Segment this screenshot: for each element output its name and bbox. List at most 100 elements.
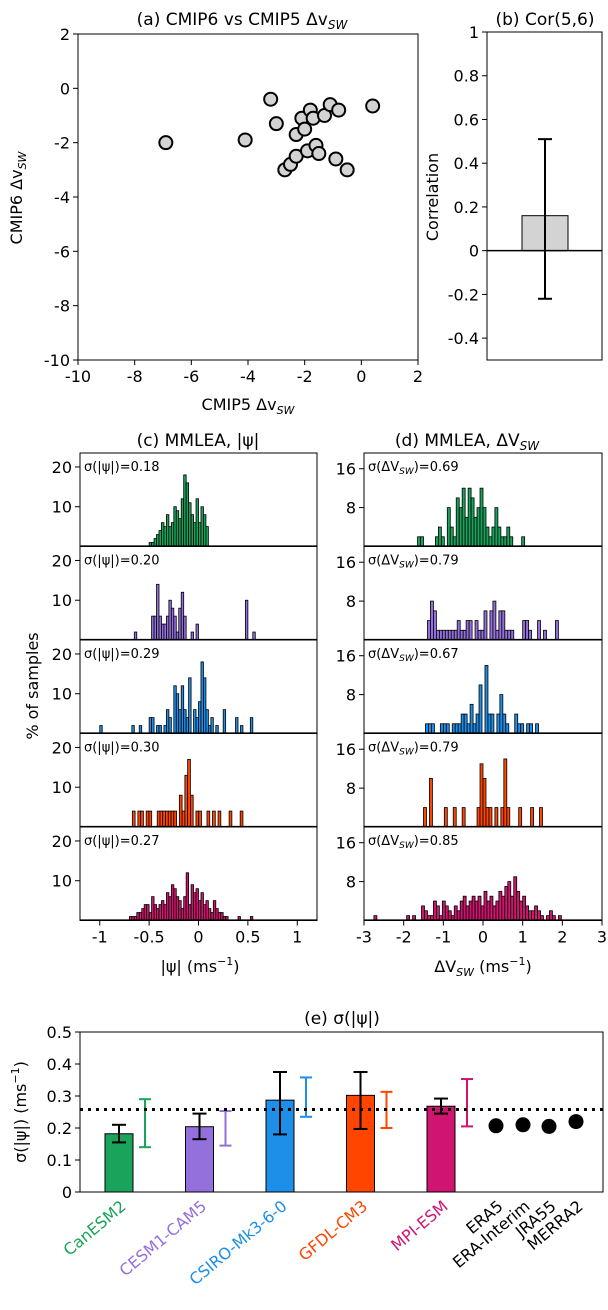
y-tick-label: -8 [54,297,70,316]
histogram-bar [510,629,515,641]
panel-a-xlabel: CMIP5 ΔvSW [202,395,296,417]
y-tick-label: 8 [346,592,356,611]
histogram-bar [484,665,489,734]
histogram-bar [434,536,439,547]
reanalysis-point [541,1118,557,1134]
histogram-bar [137,810,142,828]
histogram-bar [439,723,444,734]
y-tick-label: 8 [346,686,356,705]
histogram-bar [482,777,487,828]
histogram-bar [133,631,138,641]
histogram-bar [522,620,527,641]
histogram-bar [435,629,440,641]
x-tick-label: -4 [240,367,256,386]
histogram-stat-label: σ(|ψ|)=0.18 [84,460,160,475]
histogram-stat-label: σ(ΔVSW)=0.79 [368,741,459,758]
histogram-bar [498,610,503,641]
histogram-bar [425,723,429,734]
histogram-bar [492,600,497,641]
histogram-bar [252,631,256,641]
histogram-bar [474,900,479,921]
histogram-bar [441,629,446,641]
x-tick-label: 0.5 [235,928,260,947]
histogram-bar [509,536,514,547]
histogram-bar [187,758,191,828]
y-tick-label: 0.3 [47,1087,72,1106]
histogram-bar [474,620,479,641]
scatter-point [237,132,253,148]
histogram-bar [500,807,505,828]
histogram-bar [463,713,468,734]
histogram-bar [451,723,456,734]
histogram-bar [476,807,481,828]
histogram-bar [464,516,469,547]
histogram-bar [490,713,495,734]
histogram-bar [444,629,449,641]
scatter-point [263,91,279,107]
reanalysis-point [515,1117,531,1133]
histogram-bar [489,610,494,641]
panel-a-ylabel: CMIP6 ΔvSW [7,150,29,244]
y-tick-label: 0 [469,242,479,261]
histogram-bar [501,610,506,641]
scatter-point [365,98,381,114]
scatter-point [297,121,313,137]
model-label: MPI-ESM [387,1197,451,1255]
histogram-bar [438,629,443,641]
histogram-bar [522,895,527,921]
y-tick-label: 20 [52,458,72,477]
histogram-bar [435,905,440,921]
histogram-bar [447,910,452,921]
panel-a-scatter: (a) CMIP6 vs CMIP5 ΔvSW CMIP5 ΔvSW CMIP6… [7,10,423,417]
histogram-bar [165,810,169,828]
x-tick-label: -8 [127,367,143,386]
histogram-bar [460,713,465,734]
x-tick-label: 0 [193,928,203,947]
histogram-bar [477,629,482,641]
histogram-bar [183,615,187,641]
histogram-bar [525,620,530,641]
histogram-bar [212,810,216,828]
histogram-bar [454,723,459,734]
y-tick-label: 8 [346,499,356,518]
histogram-bar [462,629,467,641]
y-tick-label: -4 [54,188,70,207]
reanalysis-point [488,1118,504,1134]
panel-a-frame [77,33,419,361]
histogram-bar [228,810,233,828]
histogram-bar [475,713,480,734]
histogram-bar [423,807,427,828]
histogram-bar [472,723,477,734]
y-tick-label: 8 [346,779,356,798]
panel-b-correlation: (b) Cor(5,6) Correlation -0.4 -0.2 0 0.2 0.4… [423,10,603,361]
y-tick-label: 10 [52,872,72,891]
histogram-bar [526,723,531,734]
histogram-bar [430,600,434,641]
histogram-bar [528,629,532,641]
histogram-bar [503,536,508,547]
histogram-bar [453,629,458,641]
histogram-bar [488,807,493,828]
y-tick-label: 20 [52,551,72,570]
histogram-stat-label: σ(ΔVSW)=0.85 [368,834,459,851]
histogram-bar [471,895,476,921]
histogram-bar [210,717,214,734]
histogram-bar [437,526,442,547]
histogram-bar [468,900,473,921]
y-tick-label: 16 [336,834,356,853]
histogram-bar [486,900,491,921]
histogram-bar [480,905,485,921]
histogram-bar [480,629,485,641]
panel-b-frame [486,31,603,361]
histogram-bar [217,810,222,828]
histogram-bar [162,810,166,828]
histogram-bar [467,487,472,547]
scatter-point [158,135,174,151]
histogram-bar [543,629,547,641]
histogram-bar [138,725,143,734]
histogram-bar [447,629,452,641]
histogram-bar [537,620,541,641]
histogram-bar [245,599,249,641]
histogram-bar [178,794,183,828]
y-tick-label: -0.2 [448,285,479,304]
